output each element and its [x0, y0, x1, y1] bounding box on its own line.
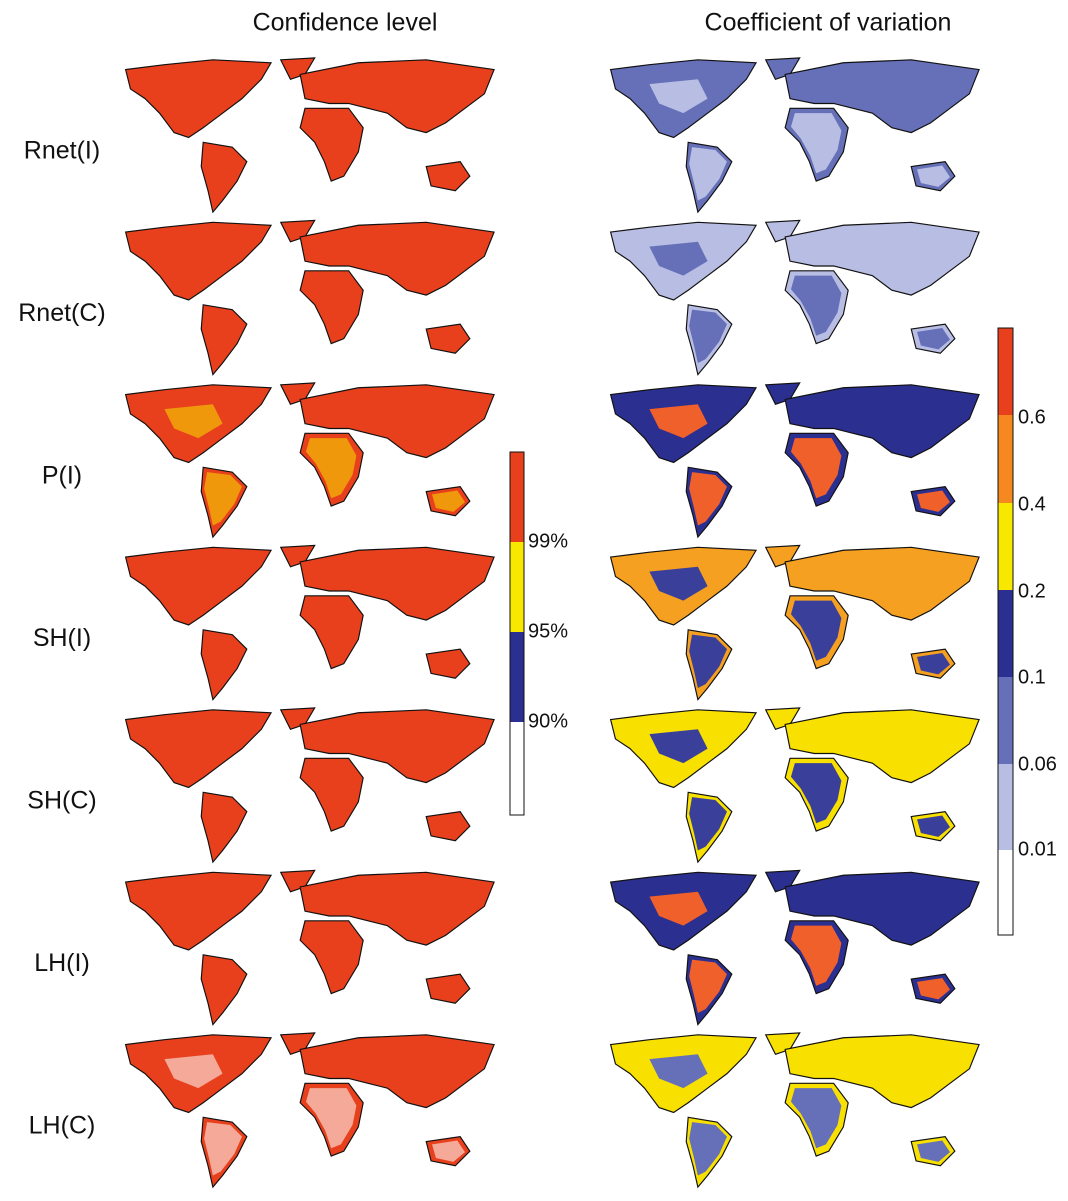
map-panel — [125, 1032, 495, 1188]
map-panel — [610, 544, 980, 701]
map-panel — [125, 219, 495, 376]
map-panel — [610, 869, 980, 1026]
map-panel — [610, 219, 980, 376]
map-panel — [610, 1032, 980, 1188]
colorbar-label: 0.06 — [1018, 753, 1057, 775]
colorbar-label: 0.4 — [1018, 493, 1046, 515]
colorbar-label: 0.1 — [1018, 666, 1046, 688]
colorbar-confidence — [509, 451, 525, 816]
map-panel — [610, 707, 980, 863]
column-title: Confidence level — [253, 9, 438, 37]
column-title: Coefficient of variation — [705, 9, 952, 37]
map-panel — [610, 382, 980, 538]
colorbar-label: 0.6 — [1018, 406, 1046, 428]
map-panel — [610, 57, 980, 213]
colorbar-label: 0.01 — [1018, 838, 1057, 860]
colorbar-label: 0.2 — [1018, 580, 1046, 602]
colorbar-label: 99% — [528, 530, 568, 552]
map-panel — [125, 707, 495, 863]
map-panel — [125, 869, 495, 1026]
row-label: Rnet(C) — [18, 299, 106, 327]
row-label: LH(C) — [29, 1112, 96, 1140]
colorbar-variation — [997, 327, 1014, 936]
row-label: SH(C) — [27, 787, 96, 815]
colorbar-label: 95% — [528, 620, 568, 642]
colorbar-label: 90% — [528, 710, 568, 732]
map-panel — [125, 57, 495, 213]
map-panel — [125, 382, 495, 538]
row-label: LH(I) — [34, 949, 90, 977]
row-label: Rnet(I) — [24, 137, 100, 165]
row-label: SH(I) — [33, 624, 91, 652]
row-label: P(I) — [42, 462, 82, 490]
map-panel — [125, 544, 495, 701]
